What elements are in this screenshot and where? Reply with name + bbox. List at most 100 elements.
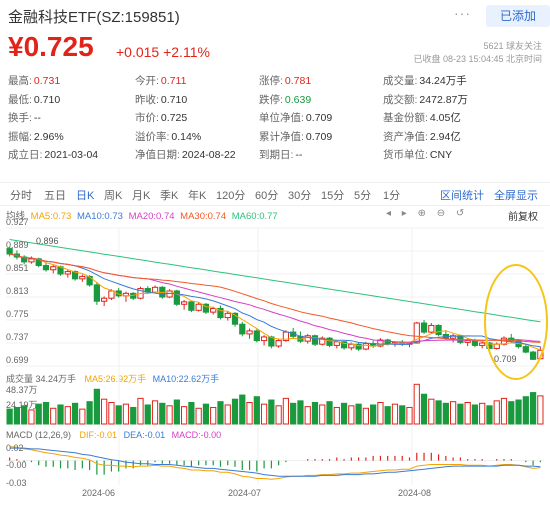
candle-body [210,308,217,313]
tab-period[interactable]: 5分 [354,190,372,202]
candle-body [93,284,100,302]
volume-bar [282,397,290,425]
volume-bar [64,406,71,425]
volume-bar [35,403,42,425]
stat-cell: 累计净值: 0.709 [259,129,332,144]
volume-bar [348,405,355,425]
volume-bar [297,400,304,425]
volume-bar [370,404,377,425]
volume-bar [268,399,275,425]
ma10-label: MA10:0.73 [76,211,123,222]
stat-cell: 基金份额: 4.05亿 [383,110,461,125]
stat-value: 0.709 [305,130,333,143]
volume-bar [122,403,130,425]
candle-body [529,351,537,360]
tab-period[interactable]: 30分 [288,190,312,202]
volume-bar [326,401,333,425]
tab-period[interactable]: 日K [76,190,95,202]
date-tick: 2024-06 [82,488,116,498]
macd-tick: -0.00 [6,460,27,470]
stat-cell: 跌停: 0.639 [259,92,311,107]
tab-period[interactable]: 月K [132,190,151,202]
candle-body [493,343,500,349]
current-price: ¥0.725 [8,31,94,62]
candle-body [224,312,231,319]
price-tick: 0.927 [6,217,29,227]
volume-bar [311,401,319,425]
candle-body [21,256,28,263]
volume-bar [202,403,210,425]
dea-label: DEA:-0.01 [123,430,166,440]
stat-value: -- [295,149,303,162]
candle-body [28,258,35,263]
candle-body [428,324,435,333]
tab-period[interactable]: 五日 [44,190,66,202]
volume-bar [500,397,508,425]
stat-cell: 到期日: -- [259,147,302,162]
stats-row: 成立日: 2021-03-04 净值日期: 2024-08-22 到期日: -- 货币单位:… [8,147,548,166]
volume-bar [217,401,224,425]
stat-value: -- [33,112,41,125]
candle-body [377,339,384,347]
volume-bar [144,404,151,425]
tab-period[interactable]: 周K [104,190,123,202]
price-tick: 0.889 [6,240,29,250]
volume-bar [13,406,21,425]
price-change: +0.015 +2.11% [116,44,210,60]
volume-bar [529,392,537,425]
candle-body [195,303,202,311]
stat-cell: 振幅: 2.96% [8,129,64,144]
candle-body [217,308,224,319]
candle-body [348,343,355,349]
tab-period[interactable]: 15分 [321,190,345,202]
stat-key: 最高: [8,75,32,87]
stat-key: 涨停: [259,75,283,87]
volume-bar [319,404,326,425]
stat-value: 2024-08-22 [181,149,236,162]
price-tick: 0.775 [6,309,29,319]
tab-period[interactable]: 季K [160,190,179,202]
volume-bar [493,400,500,425]
candle-body [326,337,333,346]
stat-cell: 涨停: 0.781 [259,73,311,88]
macd-tick: -0.03 [6,478,27,488]
stat-key: 振幅: [8,130,32,143]
tab-period[interactable]: 年K [188,190,207,202]
candle-body [340,341,348,349]
macd-title: MACD (12,26,9) [6,430,72,440]
ma-legend-title[interactable]: 均线 [6,211,26,222]
tab-period[interactable]: 60分 [255,190,279,202]
volume-bar [173,399,180,425]
chart-tools-icon[interactable]: ◂ ▸ ⊕ ⊖ ↺ [386,208,469,219]
stat-value: 0.709 [305,112,333,125]
candle-body [304,335,311,342]
volume-bar [377,401,384,425]
quote-meta: 5621 球友关注 已收盘 08-23 15:04:45 北京时间 [413,40,542,66]
tab-period[interactable]: 分时 [10,190,32,202]
fullscreen-button[interactable]: 全屏显示 [494,190,538,202]
stat-value: 0.725 [160,112,188,125]
stat-cell: 昨收: 0.710 [135,92,187,107]
vol-ma5-label: MA5:26.92万手 [84,374,147,384]
volume-label: 成交量 34.24万手 [6,374,77,384]
more-icon[interactable]: ··· [454,5,471,21]
tab-period[interactable]: 120分 [216,190,246,202]
added-button[interactable]: 已添加 [486,5,550,27]
candle-body [479,342,486,346]
candle-body [42,265,50,271]
range-stats-button[interactable]: 区间统计 [440,190,484,202]
stat-key: 累计净值: [259,130,304,143]
candle-body [275,340,282,347]
stat-key: 成立日: [8,149,43,162]
volume-bar [115,405,122,425]
stat-value: 34.24万手 [419,75,467,87]
tab-period[interactable]: 1分 [383,190,401,202]
candle-body [311,335,319,345]
volume-bar [275,405,282,425]
stat-cell: 最低: 0.710 [8,92,60,107]
volume-tick: 24.19万 [6,400,38,410]
stat-key: 最低: [8,93,32,106]
adjust-selector[interactable]: 前复权 [508,212,538,223]
volume-bar [71,402,79,425]
